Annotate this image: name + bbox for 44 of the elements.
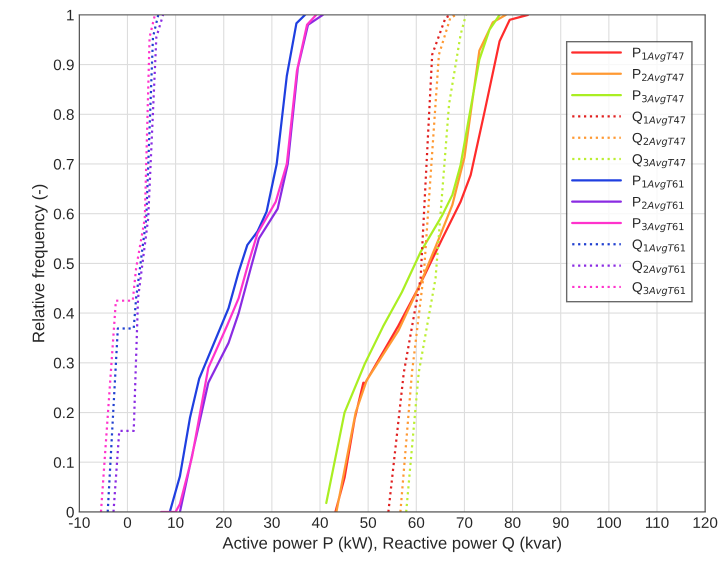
legend-label: P$_{2AvgT61}$ <box>633 196 684 211</box>
legend-label: P$_{1AvgT61}$ <box>633 176 684 190</box>
y-tick-label: 0.2 <box>54 407 74 418</box>
legend-label: P$_{1AvgT47}$ <box>633 48 684 62</box>
x-tick-label: 0 <box>124 517 132 528</box>
y-tick-label: 0.6 <box>54 208 74 220</box>
x-tick-label: 110 <box>646 517 669 528</box>
y-tick-label: 0.7 <box>54 158 74 170</box>
y-tick-label: 1 <box>67 10 74 20</box>
x-tick-label: 60 <box>408 517 424 528</box>
line-series <box>405 14 467 512</box>
x-tick-label: 80 <box>504 517 520 528</box>
x-axis-title: Active power P (kW), Reactive power Q (kvar) <box>222 536 561 552</box>
legend-label: Q$_{3AvgT47}$ <box>632 154 686 168</box>
y-tick-label: 0.5 <box>54 258 74 270</box>
x-tick-label: 90 <box>552 517 569 528</box>
line-series <box>106 14 160 512</box>
y-tick-label: 0.9 <box>54 59 74 70</box>
legend-label: Q$_{2AvgT61}$ <box>632 260 686 275</box>
y-axis-title: Relative frequency (-) <box>32 184 48 342</box>
x-tick-label: -10 <box>68 517 90 528</box>
y-tick-label: 0 <box>66 506 74 518</box>
line-series <box>100 14 156 512</box>
legend-label: Q$_{1AvgT47}$ <box>632 112 686 126</box>
legend-label: Q$_{3AvgT61}$ <box>632 282 686 296</box>
legend-label: P$_{2AvgT47}$ <box>633 69 684 83</box>
y-tick-label: 0.4 <box>54 308 74 319</box>
x-tick-label: 30 <box>264 517 280 528</box>
x-tick-label: 10 <box>168 517 184 528</box>
legend-label: P$_{3AvgT61}$ <box>633 218 684 232</box>
line-series <box>178 14 324 512</box>
legend-label: P$_{3AvgT47}$ <box>633 90 684 104</box>
x-tick-label: 40 <box>312 517 328 528</box>
y-tick-label: 0.3 <box>54 358 74 369</box>
legend-label: Q$_{1AvgT61}$ <box>632 239 686 254</box>
x-tick-label: 120 <box>694 517 718 528</box>
line-series <box>112 14 164 512</box>
y-tick-label: 0.8 <box>54 109 74 120</box>
x-tick-label: 50 <box>360 517 376 528</box>
legend-label: Q$_{2AvgT47}$ <box>632 132 686 147</box>
y-tick-label: 0.1 <box>54 457 74 468</box>
x-tick-label: 20 <box>216 517 232 528</box>
x-tick-label: 100 <box>597 517 622 528</box>
x-tick-label: 70 <box>456 517 472 528</box>
